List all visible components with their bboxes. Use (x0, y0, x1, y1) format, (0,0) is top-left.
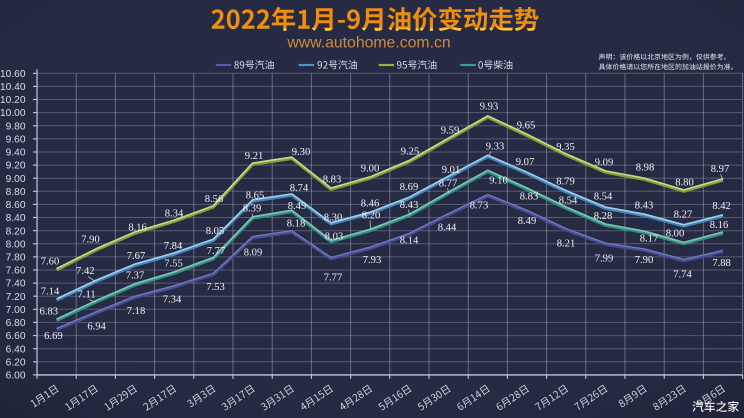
svg-text:7.55: 7.55 (164, 259, 183, 270)
svg-text:9.20: 9.20 (6, 161, 26, 172)
svg-text:10.00: 10.00 (0, 108, 26, 119)
svg-text:7.53: 7.53 (206, 282, 225, 293)
svg-text:8.56: 8.56 (205, 194, 224, 205)
svg-text:9.30: 9.30 (292, 147, 311, 158)
svg-text:9.65: 9.65 (517, 120, 536, 131)
svg-text:6.94: 6.94 (87, 322, 106, 333)
svg-text:8.39: 8.39 (243, 204, 262, 215)
svg-text:8.83: 8.83 (323, 174, 342, 185)
svg-text:9.10: 9.10 (489, 176, 508, 187)
svg-text:8.16: 8.16 (710, 220, 729, 231)
svg-text:8.80: 8.80 (6, 187, 26, 198)
svg-text:8.18: 8.18 (287, 219, 306, 230)
svg-text:7.77: 7.77 (207, 246, 226, 257)
svg-text:8.46: 8.46 (361, 198, 380, 209)
svg-text:8.79: 8.79 (556, 176, 575, 187)
svg-text:9.40: 9.40 (6, 148, 26, 159)
svg-text:6.69: 6.69 (44, 331, 63, 342)
svg-text:8.49: 8.49 (288, 201, 307, 212)
svg-text:8.43: 8.43 (400, 200, 419, 211)
svg-text:6.00: 6.00 (6, 371, 26, 382)
svg-text:8.97: 8.97 (711, 164, 730, 175)
svg-text:7.93: 7.93 (363, 255, 382, 266)
svg-text:7.00: 7.00 (6, 305, 26, 316)
svg-text:8.27: 8.27 (674, 210, 693, 221)
svg-text:9.80: 9.80 (6, 121, 26, 132)
svg-text:6.40: 6.40 (6, 344, 26, 355)
svg-text:8.42: 8.42 (712, 201, 731, 212)
svg-text:8.54: 8.54 (559, 196, 578, 207)
svg-text:8.83: 8.83 (520, 192, 539, 203)
svg-text:8.20: 8.20 (6, 226, 26, 237)
svg-text:8.65: 8.65 (246, 190, 265, 201)
svg-text:8.43: 8.43 (635, 200, 654, 211)
svg-text:8.73: 8.73 (470, 201, 489, 212)
svg-text:8.14: 8.14 (400, 236, 419, 247)
svg-text:7.11: 7.11 (78, 290, 96, 301)
svg-text:9.59: 9.59 (441, 125, 460, 136)
svg-text:9.93: 9.93 (480, 101, 499, 112)
svg-text:6.20: 6.20 (6, 357, 26, 368)
svg-text:7.99: 7.99 (595, 254, 614, 265)
svg-text:7.80: 7.80 (6, 253, 26, 264)
svg-text:9.00: 9.00 (6, 174, 26, 185)
svg-text:7.67: 7.67 (127, 251, 146, 262)
svg-text:8.00: 8.00 (666, 229, 685, 240)
svg-text:8.49: 8.49 (518, 216, 537, 227)
svg-text:9.25: 9.25 (401, 147, 420, 158)
svg-text:7.74: 7.74 (673, 269, 692, 280)
svg-text:8.80: 8.80 (675, 178, 694, 189)
svg-text:8.17: 8.17 (640, 234, 659, 245)
svg-text:8.54: 8.54 (594, 192, 613, 203)
svg-text:9.60: 9.60 (6, 135, 26, 146)
svg-text:7.40: 7.40 (6, 279, 26, 290)
svg-text:7.14: 7.14 (41, 287, 60, 298)
svg-text:9.35: 9.35 (556, 142, 575, 153)
svg-text:8.40: 8.40 (6, 213, 26, 224)
svg-text:10.60: 10.60 (0, 69, 26, 80)
svg-text:7.37: 7.37 (126, 271, 145, 282)
svg-text:7.84: 7.84 (164, 241, 183, 252)
svg-text:9.21: 9.21 (245, 151, 264, 162)
svg-text:8.69: 8.69 (400, 182, 419, 193)
svg-text:10.40: 10.40 (0, 82, 26, 93)
svg-text:8.28: 8.28 (594, 211, 613, 222)
svg-text:9.09: 9.09 (595, 157, 614, 168)
svg-text:8.00: 8.00 (6, 239, 26, 250)
svg-text:7.42: 7.42 (76, 266, 95, 277)
svg-text:7.90: 7.90 (81, 234, 100, 245)
svg-text:7.60: 7.60 (6, 266, 26, 277)
svg-text:7.18: 7.18 (127, 306, 146, 317)
svg-text:8.44: 8.44 (438, 222, 457, 233)
svg-text:6.83: 6.83 (40, 307, 59, 318)
svg-text:8.34: 8.34 (165, 209, 184, 220)
svg-text:7.34: 7.34 (163, 295, 182, 306)
svg-text:9.00: 9.00 (361, 163, 380, 174)
svg-text:9.33: 9.33 (486, 142, 505, 153)
svg-text:7.88: 7.88 (712, 258, 731, 269)
svg-text:9.07: 9.07 (516, 157, 535, 168)
svg-text:8.20: 8.20 (362, 210, 381, 221)
svg-text:8.30: 8.30 (324, 213, 343, 224)
svg-text:7.77: 7.77 (324, 273, 343, 284)
svg-text:9.01: 9.01 (442, 165, 461, 176)
svg-text:10.20: 10.20 (0, 95, 26, 106)
svg-text:8.98: 8.98 (636, 163, 655, 174)
svg-text:7.60: 7.60 (41, 257, 60, 268)
svg-text:8.05: 8.05 (206, 226, 225, 237)
svg-text:8.16: 8.16 (128, 222, 147, 233)
svg-text:8.21: 8.21 (557, 238, 576, 249)
svg-text:www.autohome.com.cn: www.autohome.com.cn (286, 35, 450, 52)
svg-text:7.20: 7.20 (6, 292, 26, 303)
svg-text:6.60: 6.60 (6, 331, 26, 342)
svg-text:8.03: 8.03 (325, 232, 344, 243)
svg-text:8.74: 8.74 (290, 183, 309, 194)
svg-text:8.09: 8.09 (244, 248, 263, 259)
svg-text:8.77: 8.77 (439, 178, 458, 189)
svg-text:6.80: 6.80 (6, 318, 26, 329)
svg-text:7.90: 7.90 (635, 255, 654, 266)
svg-text:8.60: 8.60 (6, 200, 26, 211)
